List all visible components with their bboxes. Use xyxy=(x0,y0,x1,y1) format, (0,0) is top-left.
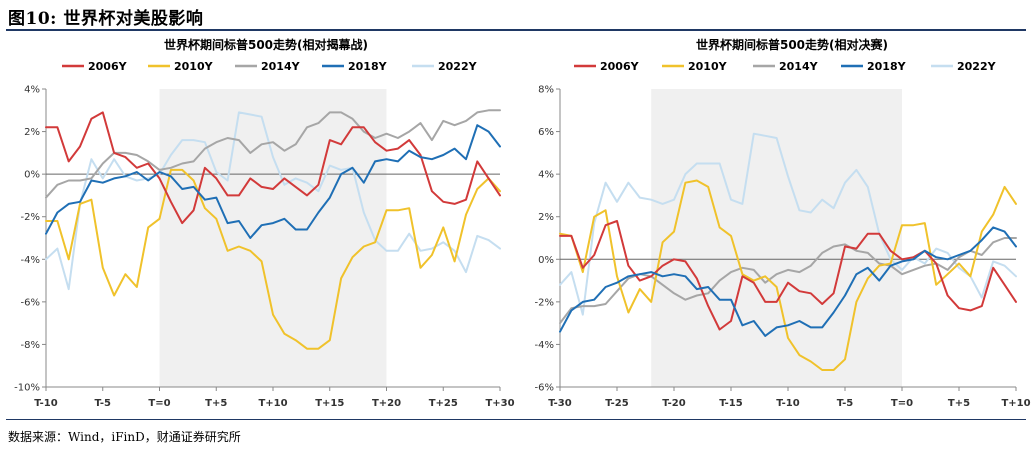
y-tick-label: -2% xyxy=(535,297,554,308)
x-tick-label: T+5 xyxy=(205,398,227,409)
legend-label-2014Y: 2014Y xyxy=(779,60,819,73)
series-line-2010Y xyxy=(559,179,1017,371)
y-tick-label: -10% xyxy=(14,383,40,394)
title-rule xyxy=(6,29,1026,31)
x-tick-label: T+25 xyxy=(429,398,458,409)
x-tick-label: T+5 xyxy=(948,398,970,409)
chart-relative-to-final: 世界杯期间标普500走势(相对决赛) 2006Y 2010Y 2014Y 2018Y 20… xyxy=(535,37,1031,409)
series-line-2010Y xyxy=(45,168,501,350)
y-tick-label: -6% xyxy=(535,383,554,394)
legend-label-2014Y: 2014Y xyxy=(261,60,301,73)
y-tick-label: 4% xyxy=(538,170,554,181)
chart-title: 世界杯期间标普500走势(相对揭幕战) xyxy=(164,37,368,52)
chart-relative-to-opening: 世界杯期间标普500走势(相对揭幕战) 2006Y 2010Y 2014Y 2018Y 2… xyxy=(14,37,514,409)
y-tick-label: -8% xyxy=(21,340,40,351)
x-tick-label: T+30 xyxy=(485,398,514,409)
x-tick-label: T-15 xyxy=(719,398,742,409)
legend-label-2006Y: 2006Y xyxy=(88,60,128,73)
y-tick-label: -4% xyxy=(535,340,554,351)
y-tick-label: -6% xyxy=(21,297,40,308)
legend-label-2018Y: 2018Y xyxy=(348,60,388,73)
x-tick-label: T-10 xyxy=(34,398,57,409)
x-tick-label: T=0 xyxy=(148,398,170,409)
legend-label-2022Y: 2022Y xyxy=(438,60,478,73)
legend-label-2022Y: 2022Y xyxy=(957,60,997,73)
series-line-2018Y xyxy=(45,124,501,239)
y-tick-label: 8% xyxy=(538,85,554,96)
series-line-2006Y xyxy=(45,111,501,225)
x-tick-label: T+20 xyxy=(372,398,401,409)
series-line-2022Y xyxy=(559,132,1017,316)
x-tick-label: T-30 xyxy=(548,398,571,409)
y-tick-label: -2% xyxy=(21,212,40,223)
x-tick-label: T-25 xyxy=(605,398,628,409)
event-window-shade xyxy=(159,89,387,387)
x-tick-label: T-5 xyxy=(95,398,112,409)
y-tick-label: 2% xyxy=(538,212,554,223)
y-tick-label: 0% xyxy=(24,170,40,181)
x-tick-label: T+15 xyxy=(315,398,344,409)
source-rule xyxy=(6,419,1026,420)
y-tick-label: 2% xyxy=(24,127,40,138)
y-tick-label: 4% xyxy=(24,85,40,96)
series-line-2018Y xyxy=(559,226,1017,337)
series-line-2022Y xyxy=(45,111,501,291)
series-line-2014Y xyxy=(45,109,501,199)
x-tick-label: T+10 xyxy=(1001,398,1030,409)
legend-label-2006Y: 2006Y xyxy=(600,60,640,73)
figure-title: 图10: 世界杯对美股影响 xyxy=(8,9,204,29)
y-tick-label: 0% xyxy=(538,255,554,266)
x-tick-label: T-5 xyxy=(837,398,854,409)
x-tick-label: T=0 xyxy=(891,398,913,409)
source-note: 数据来源：Wind，iFinD，财通证券研究所 xyxy=(8,430,241,444)
x-tick-label: T+10 xyxy=(258,398,287,409)
y-tick-label: 6% xyxy=(538,127,554,138)
legend-label-2018Y: 2018Y xyxy=(867,60,907,73)
legend-label-2010Y: 2010Y xyxy=(688,60,728,73)
x-tick-label: T-10 xyxy=(776,398,799,409)
chart-title: 世界杯期间标普500走势(相对决赛) xyxy=(696,37,888,52)
y-tick-label: -4% xyxy=(21,255,40,266)
x-tick-label: T-20 xyxy=(662,398,685,409)
legend-label-2010Y: 2010Y xyxy=(174,60,214,73)
